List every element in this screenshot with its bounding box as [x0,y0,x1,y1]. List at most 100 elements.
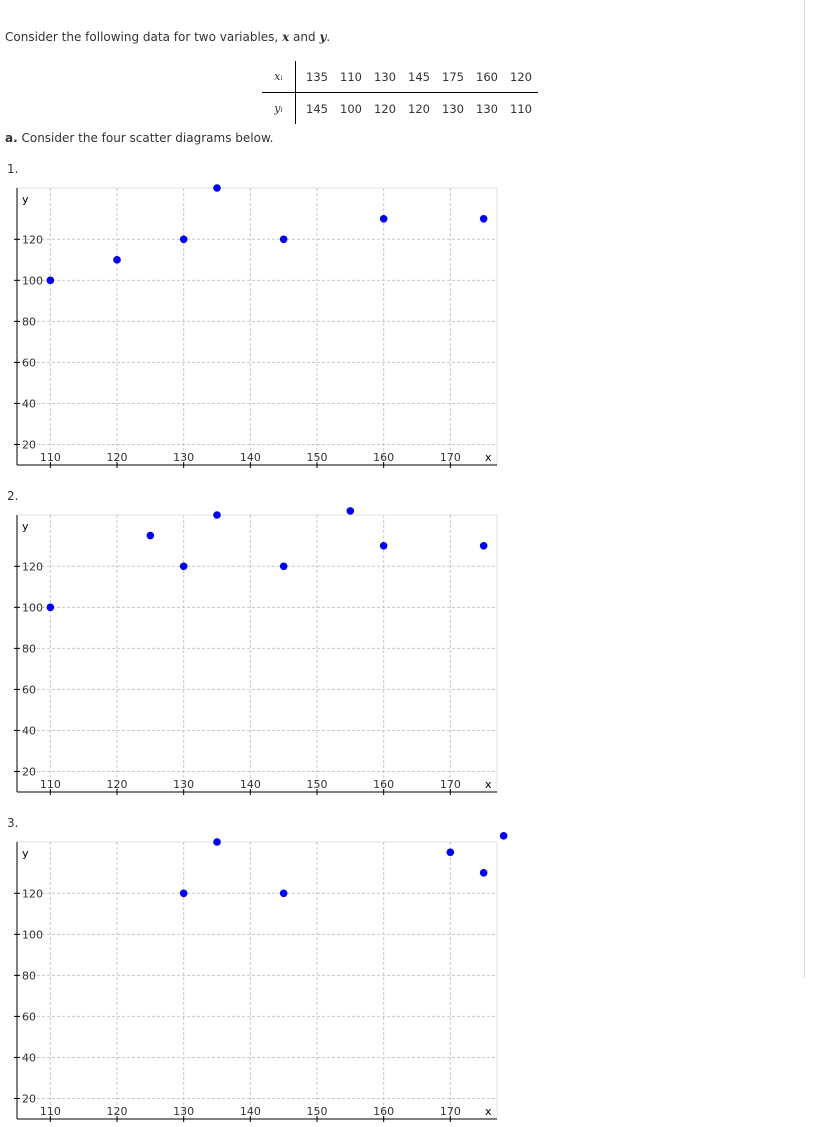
table-cell: 120 [374,101,396,116]
data-point [479,868,488,877]
data-point [279,562,288,571]
x-tick-label: 130 [173,778,194,791]
table-cell: 160 [470,61,504,93]
data-point [46,603,55,612]
x-axis-label: x [485,1105,492,1118]
y-tick-label: 40 [22,397,36,410]
table-cell: 145 [306,101,328,116]
x-tick-label: 130 [173,1105,194,1118]
table-header-y: yᵢ [262,92,296,124]
y-tick-label: 20 [22,765,36,778]
data-point [213,184,221,192]
y-tick-label: 120 [22,560,43,573]
y-tick-label: 20 [22,438,36,451]
x-tick-label: 150 [307,451,328,464]
y-tick-label: 80 [22,642,36,655]
table-cell: 175 [436,61,470,93]
data-point [179,889,188,898]
scatter-chart-3: 20 40 60 80 100 120 110 120 130 140 150 160 170 y x [14,832,508,1122]
data-point [479,214,488,223]
table-cell: 110 [334,61,368,93]
x-tick-label: 130 [173,451,194,464]
table-cell: 120 [408,101,430,116]
y-tick-label: 60 [22,1010,36,1023]
intro-text: Consider the following data for two vari… [5,30,330,44]
y-tick-label: 20 [22,1092,36,1105]
chart-1-number: 1. [7,162,19,176]
intro-lead: Consider the following data for two vari… [5,30,283,44]
data-point [213,511,221,519]
data-point [346,507,355,515]
x-tick-label: 140 [240,451,261,464]
data-point [279,889,288,898]
y-tick-label: 60 [22,683,36,696]
y-tick-label: 100 [22,274,43,287]
x-axis-label: x [485,778,492,791]
table-cell: 120 [504,61,538,93]
y-tick-label: 80 [22,969,36,982]
table-cell: 110 [510,101,532,116]
x-tick-label: 110 [40,1105,61,1118]
y-tick-label: 80 [22,315,36,328]
data-point [479,541,488,550]
x-tick-label: 170 [440,451,461,464]
x-tick-label: 150 [307,1105,328,1118]
table-cell: 100 [340,101,362,116]
plot-frame [16,187,498,466]
chart-2-number: 2. [7,489,19,503]
x-tick-label: 120 [107,778,128,791]
data-point [179,562,188,571]
table-cell: 135 [295,61,334,93]
table-cell: 130 [368,61,402,93]
data-table: xᵢ 135 110 130 145 175 160 120 yᵢ 145 10… [262,61,538,124]
data-point [46,276,55,285]
scatter-chart-1: 20 40 60 80 100 120 110 120 130 140 150 160 170 y x [14,184,498,468]
x-tick-label: 170 [440,778,461,791]
y-axis-label: y [22,193,29,206]
data-point [446,848,455,857]
chart-3-number: 3. [7,816,19,830]
intro-and: and [289,30,320,44]
x-tick-label: 140 [240,1105,261,1118]
x-tick-label: 110 [40,778,61,791]
data-point [146,531,155,540]
x-tick-label: 120 [107,451,128,464]
data-point [499,832,508,840]
part-a-prompt: a. Consider the four scatter diagrams be… [5,131,273,145]
table-header-x: xᵢ [262,61,296,93]
plot-frame [16,514,498,793]
plot-frame [16,841,498,1120]
scatter-chart-2: 20 40 60 80 100 120 110 120 130 140 150 160 170 y x [14,507,498,795]
data-point [379,214,388,223]
part-a-text: Consider the four scatter diagrams below… [17,131,274,145]
table-cell: 130 [442,101,464,116]
x-tick-label: 120 [107,1105,128,1118]
x-tick-label: 150 [307,778,328,791]
y-tick-label: 120 [22,233,43,246]
y-tick-label: 60 [22,356,36,369]
y-tick-label: 40 [22,724,36,737]
y-axis-label: y [22,847,29,860]
x-tick-label: 160 [373,778,394,791]
y-tick-label: 100 [22,928,43,941]
x-tick-label: 170 [440,1105,461,1118]
data-point [379,541,388,550]
page-right-border [804,0,805,977]
data-point [279,235,288,244]
x-axis-label: x [485,451,492,464]
part-a-letter: a. [5,131,18,145]
intro-end: . [326,30,331,44]
table-cell: 130 [476,101,498,116]
x-tick-label: 160 [373,1105,394,1118]
var-x: x [282,30,290,44]
table-row-x: xᵢ 135 110 130 145 175 160 120 [262,61,538,93]
x-tick-label: 140 [240,778,261,791]
data-point [213,838,221,846]
x-tick-label: 110 [40,451,61,464]
table-cell: 145 [402,61,436,93]
y-tick-label: 100 [22,601,43,614]
y-tick-label: 40 [22,1051,36,1064]
x-tick-label: 160 [373,451,394,464]
data-point [113,256,121,264]
data-point [179,235,188,244]
